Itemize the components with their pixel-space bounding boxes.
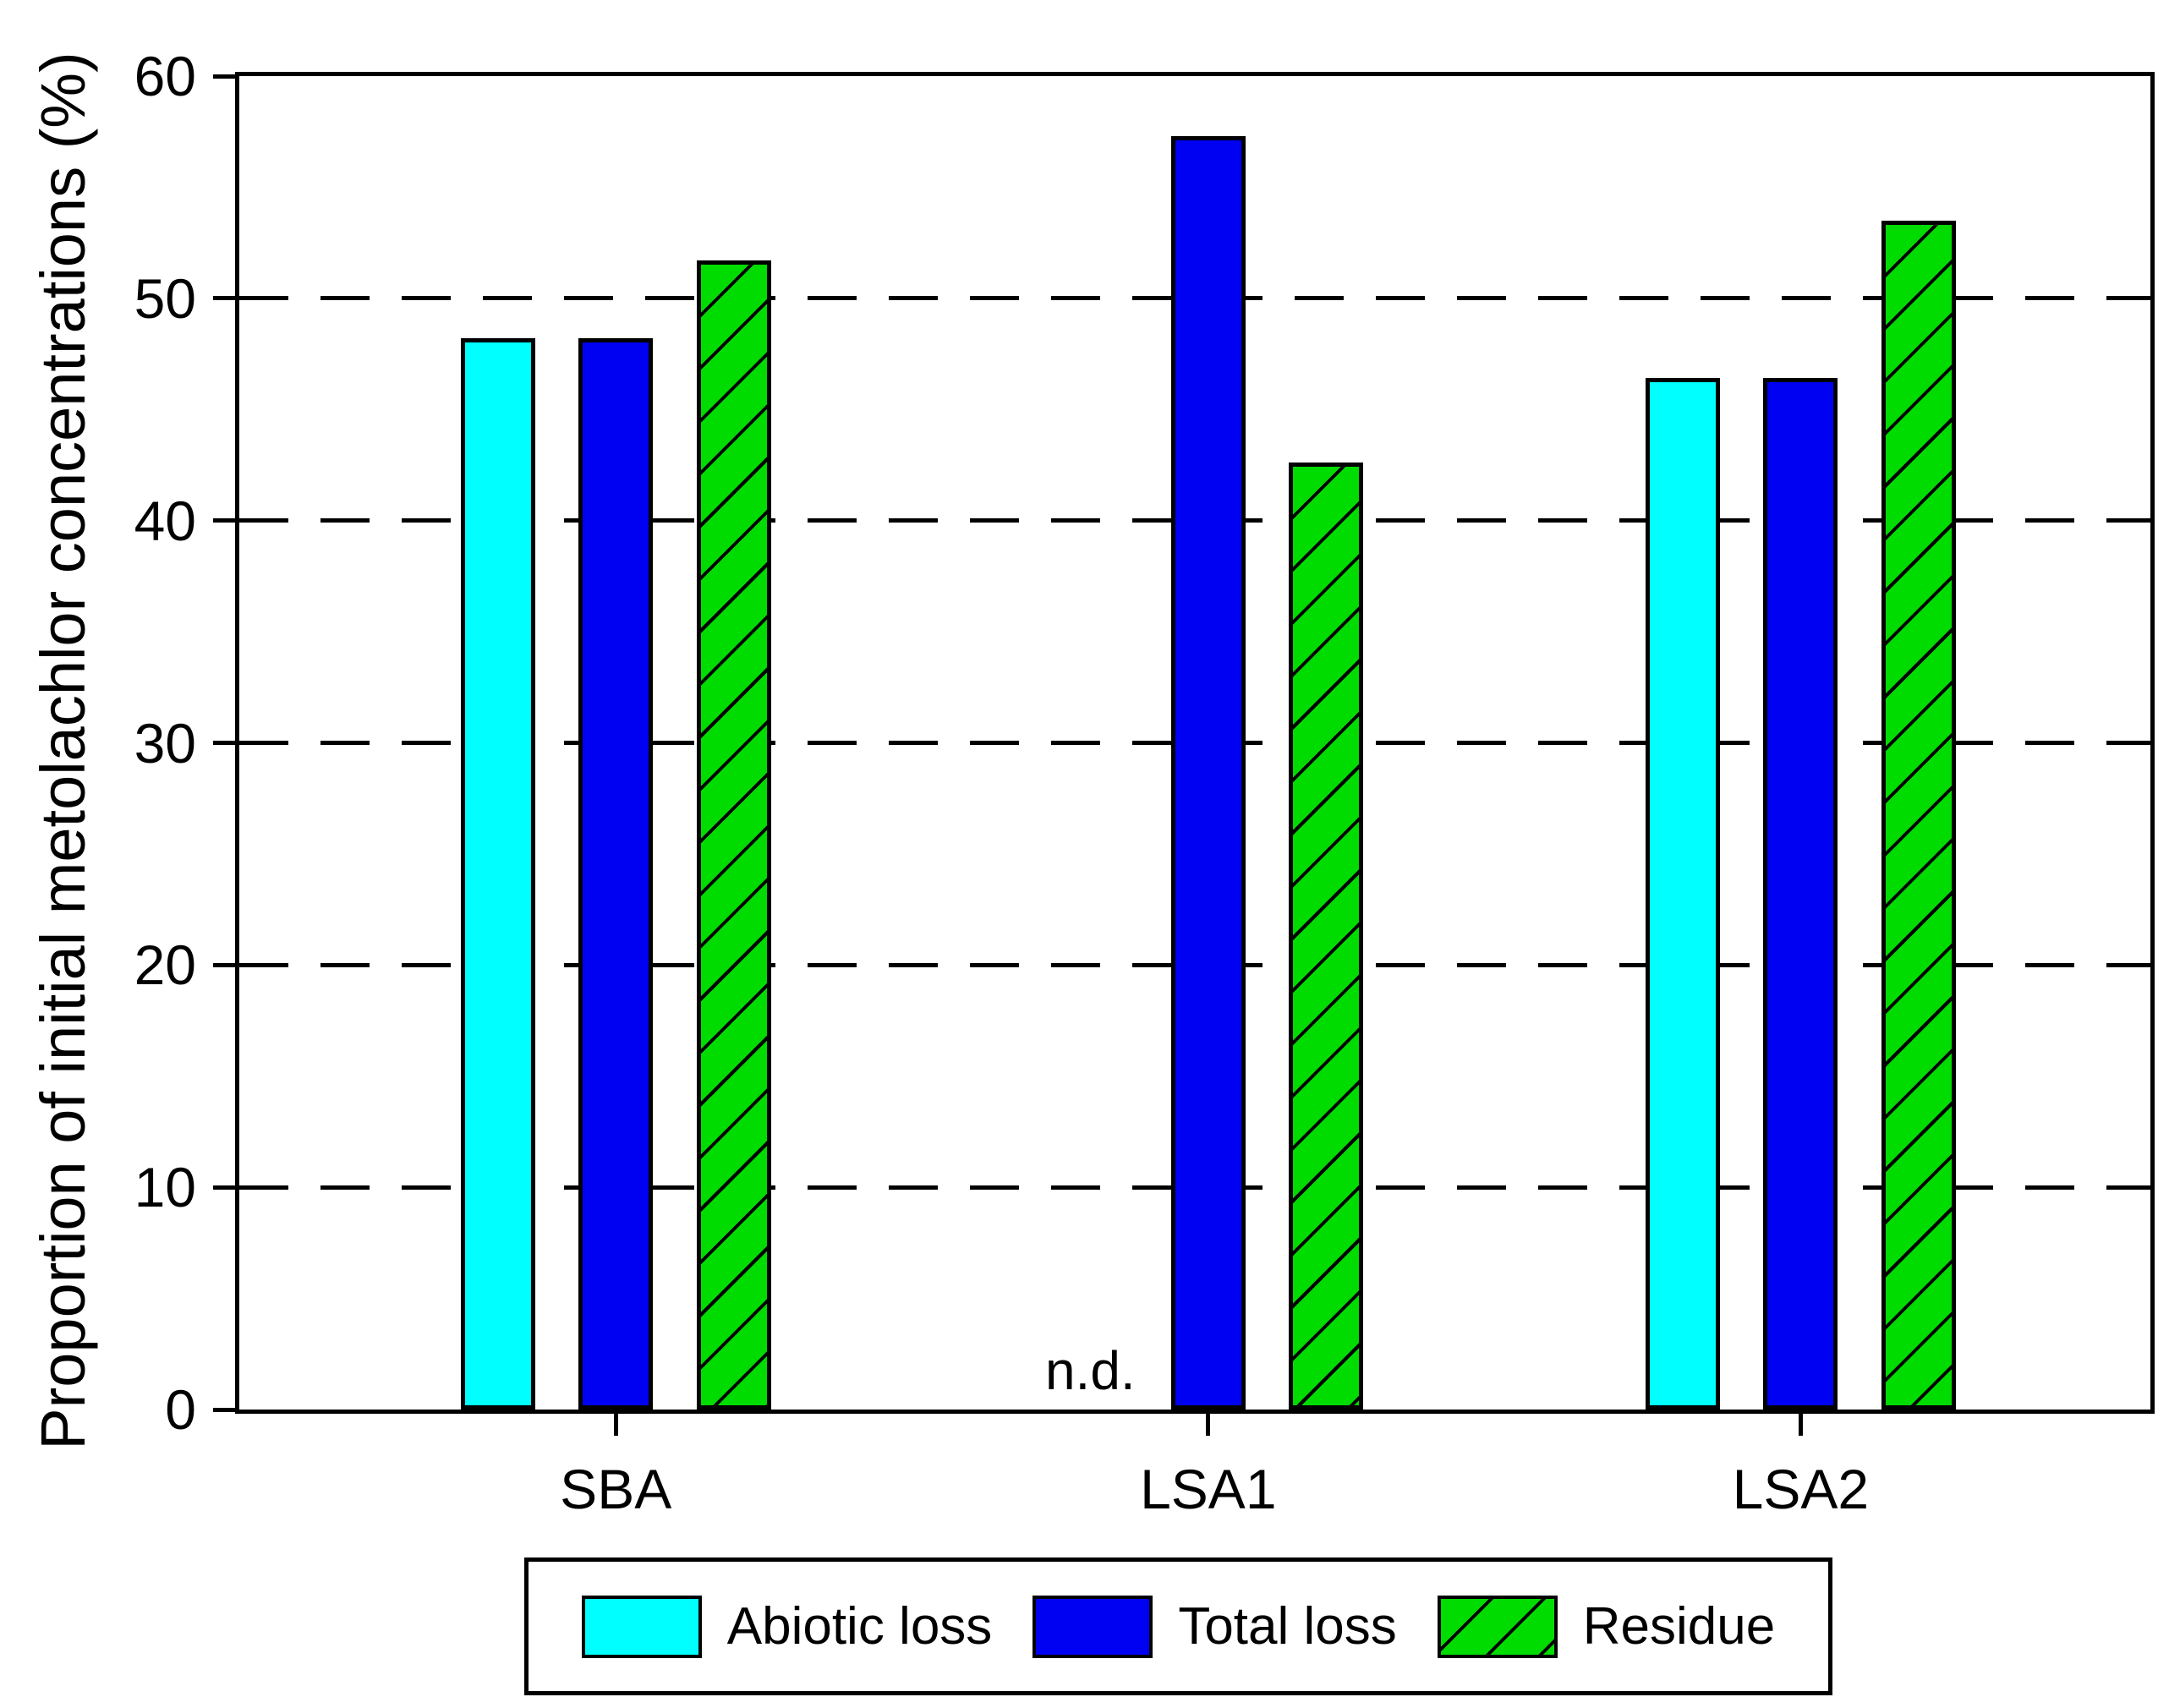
legend-swatch-abiotic-loss: [581, 1595, 702, 1658]
x-tick-lsa1: [1206, 1414, 1211, 1436]
bar-lsa2-abiotic-loss: [1645, 378, 1720, 1410]
legend-label-abiotic-loss: Abiotic loss: [726, 1596, 993, 1656]
x-tick-sba: [613, 1414, 618, 1436]
legend: Abiotic loss Total loss Residue: [524, 1557, 1832, 1695]
y-tick-label-20: 20: [134, 933, 196, 997]
y-tick-label-30: 30: [134, 711, 196, 775]
legend-item-abiotic-loss: Abiotic loss: [581, 1595, 993, 1658]
y-tick-label-10: 10: [134, 1156, 196, 1219]
y-tick-30: [213, 741, 235, 745]
nd-annotation: n.d.: [1044, 1340, 1136, 1401]
legend-label-residue: Residue: [1582, 1596, 1776, 1656]
legend-item-total-loss: Total loss: [1032, 1595, 1397, 1658]
x-tick-lsa2: [1798, 1414, 1803, 1436]
bar-lsa1-residue: [1289, 463, 1364, 1410]
bar-sba-total-loss: [578, 338, 654, 1410]
y-tick-label-0: 0: [165, 1378, 196, 1441]
y-axis-title: Proportion of initial metolachlor concen…: [28, 52, 98, 1450]
y-tick-50: [213, 296, 235, 301]
y-tick-20: [213, 962, 235, 967]
bar-lsa2-total-loss: [1763, 378, 1838, 1410]
y-tick-0: [213, 1407, 235, 1412]
bar-sba-abiotic-loss: [460, 338, 535, 1410]
legend-swatch-total-loss: [1032, 1595, 1153, 1658]
legend-item-residue: Residue: [1437, 1595, 1776, 1658]
y-tick-60: [213, 74, 235, 79]
x-axis-label-lsa2: LSA2: [1732, 1458, 1870, 1520]
bar-lsa1-total-loss: [1170, 136, 1246, 1410]
legend-swatch-residue: [1437, 1595, 1558, 1658]
bar-sba-residue: [696, 260, 771, 1410]
y-tick-label-50: 50: [134, 266, 196, 330]
y-tick-10: [213, 1185, 235, 1190]
plot-area: [235, 72, 2155, 1414]
legend-label-total-loss: Total loss: [1178, 1596, 1397, 1656]
y-tick-label-40: 40: [134, 489, 196, 552]
bar-lsa2-residue: [1881, 221, 1956, 1410]
x-axis-label-lsa1: LSA1: [1140, 1458, 1277, 1520]
x-axis-label-sba: SBA: [560, 1458, 672, 1520]
y-tick-40: [213, 518, 235, 523]
y-tick-label-60: 60: [134, 45, 196, 107]
